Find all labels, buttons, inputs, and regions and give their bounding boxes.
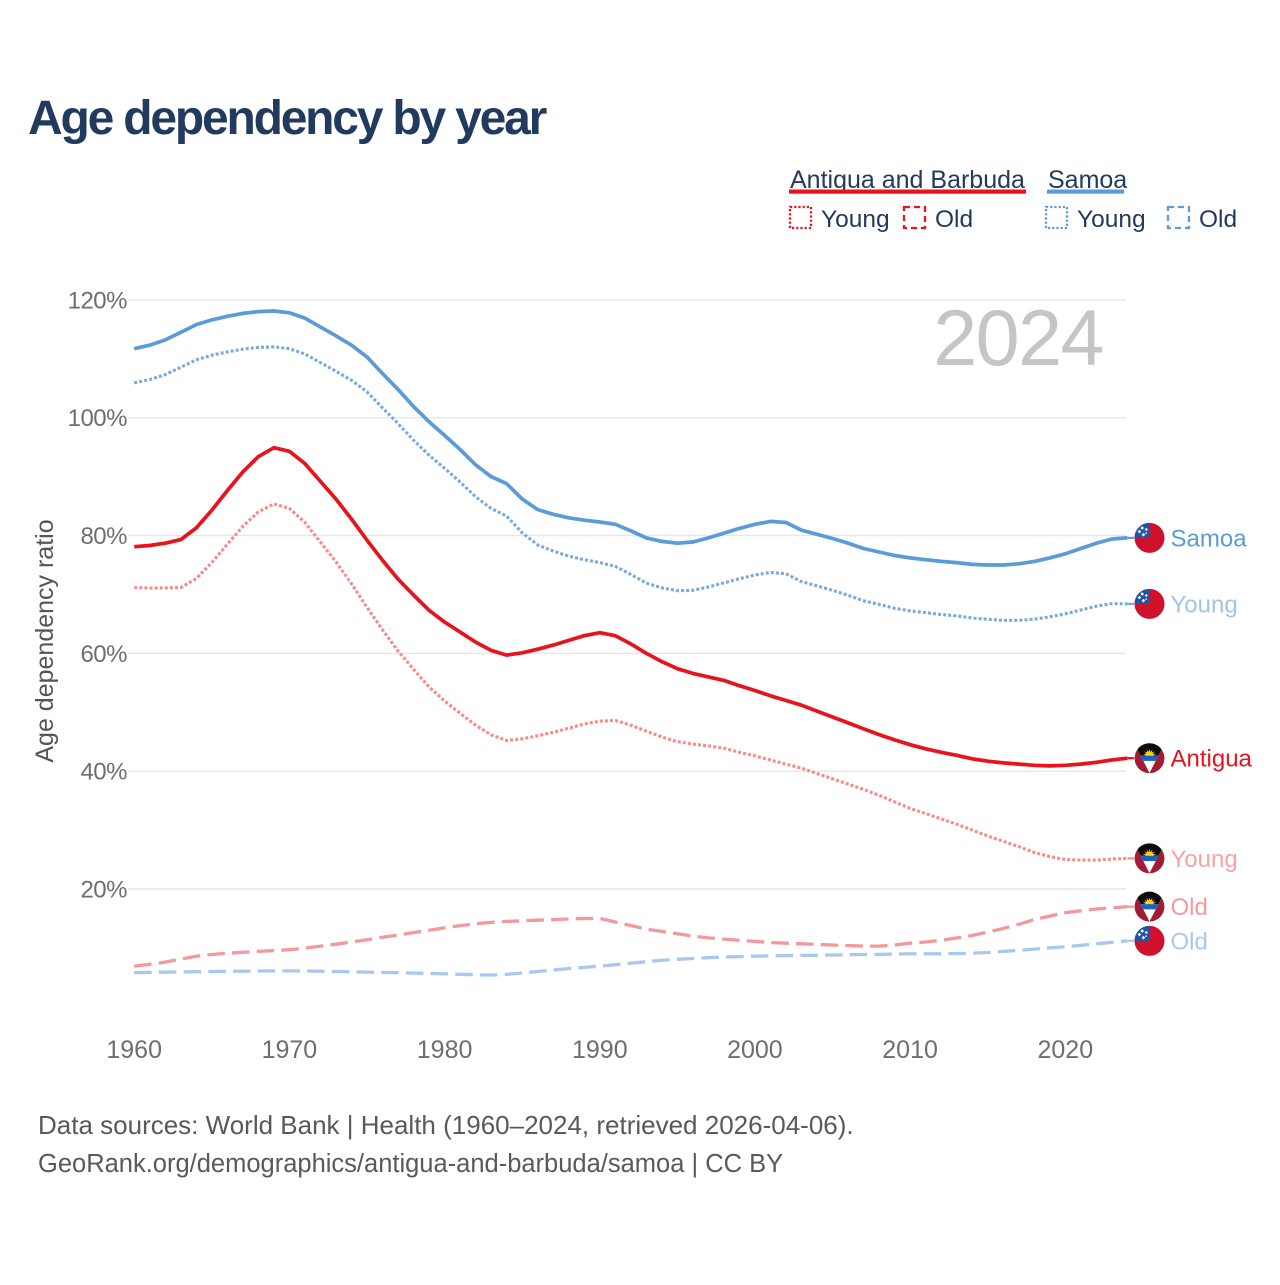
svg-text:Antigua and Barbuda: Antigua and Barbuda [790,166,1025,194]
svg-text:Young: Young [1171,846,1238,873]
svg-text:Data sources: World Bank | Hea: Data sources: World Bank | Health (1960–… [38,1110,854,1140]
svg-text:Antigua: Antigua [1171,746,1253,773]
svg-text:Age dependency by year: Age dependency by year [28,92,547,145]
svg-text:1990: 1990 [572,1036,628,1064]
svg-text:2020: 2020 [1037,1036,1093,1064]
svg-text:Old: Old [935,206,973,233]
svg-text:Young: Young [821,206,890,233]
svg-text:Old: Old [1199,206,1237,233]
svg-text:120%: 120% [68,287,128,314]
svg-text:2000: 2000 [727,1036,783,1064]
svg-text:Old: Old [1171,894,1208,921]
svg-text:Young: Young [1077,206,1146,233]
svg-text:20%: 20% [80,877,127,904]
svg-text:2024: 2024 [933,293,1103,382]
svg-text:1970: 1970 [262,1036,318,1064]
svg-text:2010: 2010 [882,1036,938,1064]
svg-text:Samoa: Samoa [1048,166,1127,194]
svg-text:Samoa: Samoa [1171,525,1248,552]
svg-text:GeoRank.org/demographics/antig: GeoRank.org/demographics/antigua-and-bar… [38,1150,783,1178]
svg-text:Age dependency ratio: Age dependency ratio [31,519,59,762]
svg-text:80%: 80% [80,523,127,550]
svg-text:60%: 60% [80,641,127,668]
svg-text:Young: Young [1171,591,1238,618]
svg-text:1960: 1960 [106,1036,162,1064]
svg-text:100%: 100% [68,405,128,432]
svg-text:40%: 40% [80,759,127,786]
svg-text:1980: 1980 [417,1036,473,1064]
svg-text:Old: Old [1171,928,1208,955]
